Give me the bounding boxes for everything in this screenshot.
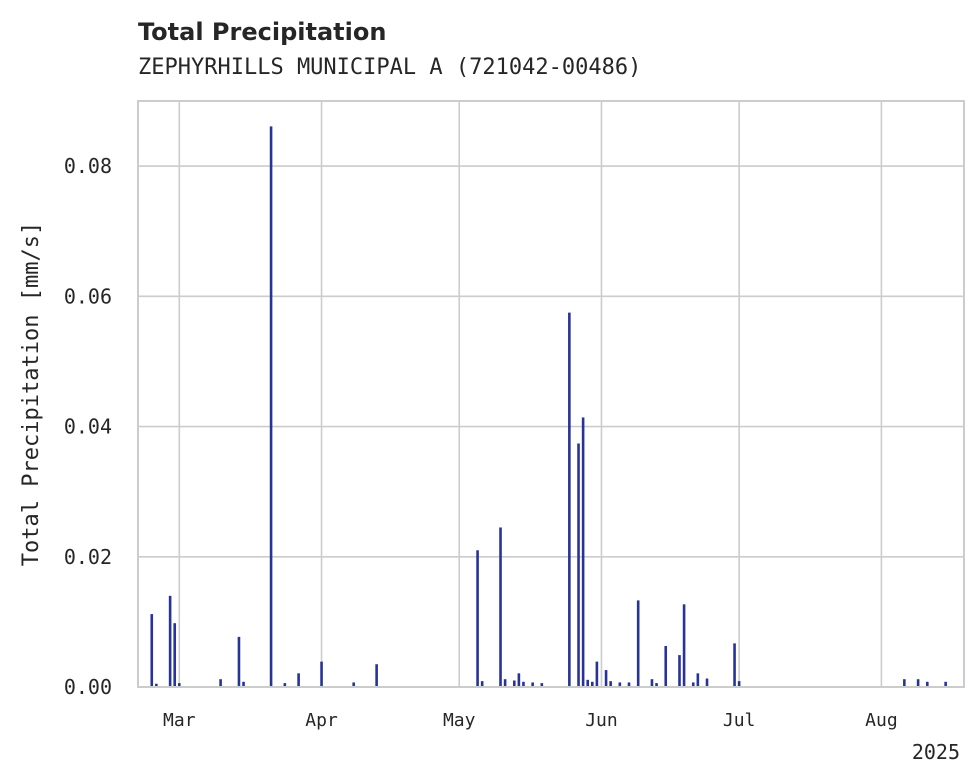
plot-frame bbox=[137, 100, 965, 688]
precipitation-bar bbox=[242, 681, 245, 687]
x-tick-label: Mar bbox=[163, 710, 196, 731]
y-tick-label: 0.08 bbox=[64, 154, 112, 178]
precipitation-bar bbox=[522, 681, 525, 687]
precipitation-bar bbox=[591, 681, 594, 687]
x-tick-label: Jul bbox=[723, 710, 756, 731]
precipitation-bar bbox=[664, 645, 668, 687]
y-tick-label: 0.06 bbox=[64, 284, 112, 308]
precipitation-bar bbox=[352, 682, 355, 687]
y-axis-ticks: 0.00 0.02 0.04 0.06 0.08 bbox=[64, 154, 112, 699]
precipitation-bar bbox=[568, 312, 571, 687]
precipitation-bar bbox=[375, 664, 378, 687]
precipitation-bar bbox=[655, 683, 658, 687]
precipitation-bar bbox=[297, 673, 300, 687]
precipitation-bar bbox=[737, 681, 741, 687]
precipitation-bar bbox=[283, 683, 287, 687]
precipitation-bar bbox=[269, 126, 273, 688]
precipitation-bar bbox=[150, 614, 154, 687]
precipitation-bar bbox=[925, 681, 929, 687]
year-label: 2025 bbox=[912, 740, 960, 764]
precipitation-bar bbox=[636, 600, 640, 687]
y-tick-label: 0.00 bbox=[64, 675, 112, 699]
precipitation-bar bbox=[320, 661, 323, 687]
precipitation-bar bbox=[178, 683, 181, 687]
precipitation-bar bbox=[531, 682, 534, 687]
y-tick-label: 0.02 bbox=[64, 545, 112, 569]
chart-title: Total Precipitation bbox=[138, 18, 386, 46]
precipitation-bar bbox=[540, 683, 544, 687]
precipitation-bar bbox=[678, 655, 681, 687]
precipitation-bar bbox=[168, 595, 172, 687]
precipitation-bar bbox=[155, 683, 158, 687]
precipitation-bar bbox=[609, 681, 612, 687]
precipitation-bar bbox=[480, 681, 484, 687]
precipitation-bar bbox=[512, 680, 516, 687]
precipitation-bar bbox=[903, 679, 906, 687]
precipitation-bar bbox=[577, 443, 580, 687]
precipitation-bar bbox=[627, 682, 631, 687]
chart-subtitle: ZEPHYRHILLS MUNICIPAL A (721042-00486) bbox=[138, 55, 641, 80]
x-tick-label: Aug bbox=[865, 710, 898, 731]
precipitation-bar bbox=[682, 604, 686, 687]
precipitation-bar bbox=[696, 673, 700, 687]
precipitation-bar bbox=[499, 527, 502, 687]
precipitation-bar bbox=[604, 670, 608, 687]
precipitation-bar bbox=[916, 679, 920, 687]
precipitation-bar bbox=[219, 679, 222, 687]
precipitation-bar bbox=[586, 679, 590, 687]
grid-lines bbox=[138, 101, 964, 688]
precipitation-bar bbox=[237, 636, 241, 687]
precipitation-bar bbox=[503, 679, 507, 687]
precipitation-bar bbox=[476, 550, 479, 687]
precipitation-bar bbox=[581, 417, 585, 687]
x-tick-label: May bbox=[443, 710, 476, 731]
x-tick-label: Apr bbox=[305, 710, 338, 731]
precipitation-bar bbox=[691, 682, 695, 687]
y-tick-label: 0.04 bbox=[64, 415, 112, 439]
precipitation-bar bbox=[705, 678, 709, 687]
precipitation-bar bbox=[517, 673, 521, 687]
precipitation-bar bbox=[944, 681, 947, 687]
precipitation-bar bbox=[618, 682, 622, 687]
precipitation-bar bbox=[595, 661, 599, 687]
precipitation-bar bbox=[173, 623, 177, 687]
x-axis-ticks: Mar Apr May Jun Jul Aug bbox=[163, 710, 898, 731]
y-axis-label: Total Precipitation [mm/s] bbox=[19, 222, 44, 566]
bars bbox=[150, 126, 947, 688]
x-tick-label: Jun bbox=[585, 710, 618, 731]
precipitation-bar bbox=[733, 643, 736, 687]
precipitation-bar bbox=[650, 679, 654, 687]
